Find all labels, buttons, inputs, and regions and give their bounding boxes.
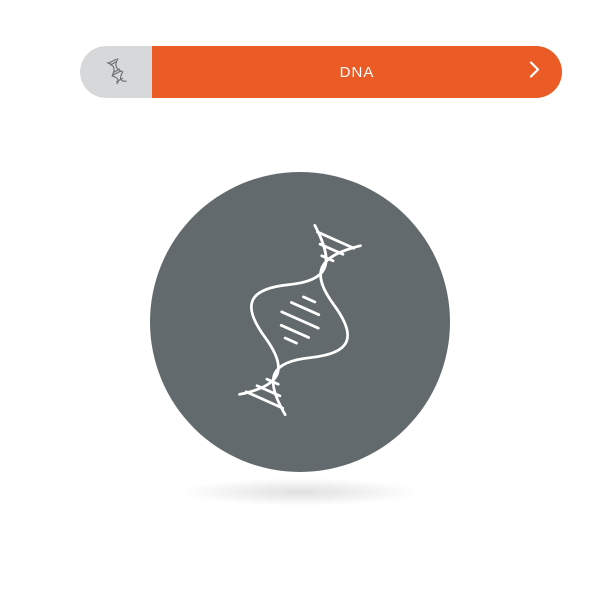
chevron-right-icon <box>528 62 542 83</box>
drop-shadow <box>180 478 420 506</box>
dna-pill-button[interactable]: DNA <box>80 46 562 98</box>
pill-label: DNA <box>340 64 375 81</box>
main-icon-circle <box>150 172 450 472</box>
pill-label-section: DNA <box>152 46 562 98</box>
pill-icon-section <box>80 46 152 98</box>
dna-icon <box>210 220 390 425</box>
dna-icon-small <box>102 56 130 89</box>
